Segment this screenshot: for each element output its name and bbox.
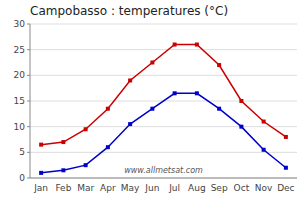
tick-label: 30 [14,19,26,29]
marker [239,99,243,103]
tick-label: 10 [14,122,26,132]
marker [61,168,65,172]
marker [173,43,177,47]
chart: Campobasso : temperatures (°C) 0 5 10 15 20 25… [0,0,305,200]
marker [61,140,65,144]
data-group [39,43,288,175]
marker [284,166,288,170]
line [41,45,286,145]
marker [39,171,43,175]
tick-label: Jun [144,183,159,193]
y-axis [30,24,31,178]
tick-label: 20 [14,70,26,80]
tick-label: Sep [211,183,228,193]
line [41,93,286,173]
tick-label: Oct [234,183,250,193]
marker [106,107,110,111]
marker [262,148,266,152]
marker [173,91,177,95]
grid-line [30,75,297,76]
tick-label: Jan [33,183,48,193]
tick-label: Jul [168,183,180,193]
marker [239,125,243,129]
tick-label: 0 [19,173,25,183]
tick-label: 25 [14,45,25,55]
grid-line [30,152,297,153]
marker [262,120,266,124]
marker [284,135,288,139]
marker [217,107,221,111]
marker [128,78,132,82]
tick-label: Nov [255,183,273,193]
grid-line [30,24,297,25]
grid-line [30,126,297,127]
marker [84,163,88,167]
tick-label: Mar [77,183,94,193]
grid-line [30,49,297,50]
grid-line [30,178,297,179]
marker [150,61,154,65]
tick-label: Aug [188,183,206,193]
marker [217,63,221,67]
tick-label: Apr [100,183,116,193]
tick-label: Feb [55,183,71,193]
title: Campobasso : temperatures (°C) [30,4,228,18]
x-axis [30,178,297,179]
marker [195,43,199,47]
marker [84,127,88,131]
tick-label: May [121,183,140,193]
tick-label: 15 [14,96,25,106]
marker [106,145,110,149]
marker [195,91,199,95]
tick-label: Dec [277,183,294,193]
tick-label: 5 [19,147,25,157]
marker [39,143,43,147]
watermark: www.allmetsat.com [124,166,203,175]
marker [128,122,132,126]
marker [150,107,154,111]
